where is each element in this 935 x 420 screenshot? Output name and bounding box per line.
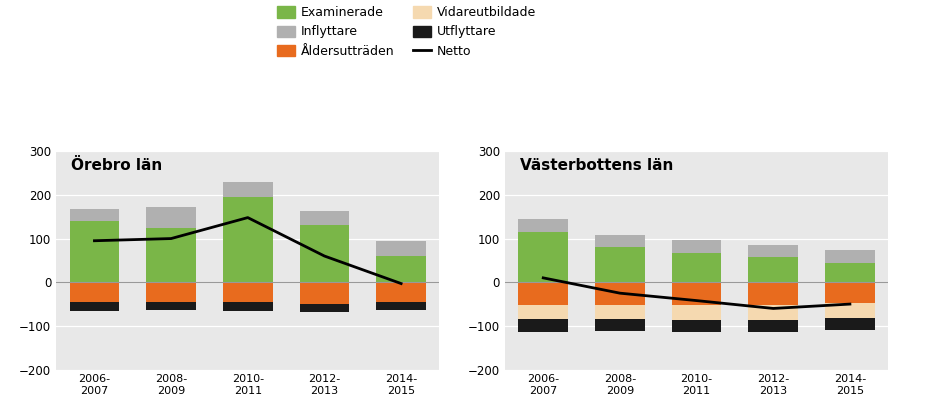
Bar xyxy=(69,209,120,221)
Bar xyxy=(223,282,273,302)
Bar xyxy=(518,219,568,232)
Bar xyxy=(69,302,120,311)
Bar xyxy=(748,320,798,333)
Bar xyxy=(223,182,273,197)
Bar xyxy=(146,302,196,310)
Bar xyxy=(518,232,568,282)
Bar xyxy=(518,305,568,319)
Text: Västerbottens län: Västerbottens län xyxy=(520,158,673,173)
Bar xyxy=(299,304,350,312)
Bar xyxy=(748,245,798,257)
Bar xyxy=(518,282,568,305)
Bar xyxy=(595,319,645,331)
Bar xyxy=(69,221,120,282)
Bar xyxy=(376,302,426,310)
Bar xyxy=(825,318,875,330)
Bar xyxy=(748,282,798,305)
Bar xyxy=(748,305,798,320)
Bar xyxy=(376,241,426,256)
Bar xyxy=(146,282,196,302)
Bar xyxy=(299,282,350,304)
Bar xyxy=(223,302,273,311)
Bar xyxy=(825,303,875,318)
Bar xyxy=(825,262,875,282)
Bar xyxy=(69,282,120,302)
Bar xyxy=(671,320,722,333)
Bar xyxy=(825,250,875,262)
Bar xyxy=(671,240,722,252)
Bar xyxy=(595,235,645,247)
Bar xyxy=(748,257,798,282)
Bar xyxy=(376,282,426,302)
Text: Örebro län: Örebro län xyxy=(71,158,163,173)
Bar xyxy=(146,207,196,228)
Bar xyxy=(299,212,350,226)
Bar xyxy=(595,282,645,305)
Bar xyxy=(671,252,722,282)
Bar xyxy=(825,282,875,303)
Bar xyxy=(518,319,568,332)
Bar xyxy=(376,256,426,282)
Bar xyxy=(671,305,722,320)
Legend: Examinerade, Inflyttare, Åldersutträden, Vidareutbildade, Utflyttare, Netto: Examinerade, Inflyttare, Åldersutträden,… xyxy=(277,6,537,58)
Bar xyxy=(299,226,350,282)
Bar xyxy=(595,247,645,282)
Bar xyxy=(671,282,722,305)
Bar xyxy=(146,228,196,282)
Bar xyxy=(595,305,645,319)
Bar xyxy=(223,197,273,282)
